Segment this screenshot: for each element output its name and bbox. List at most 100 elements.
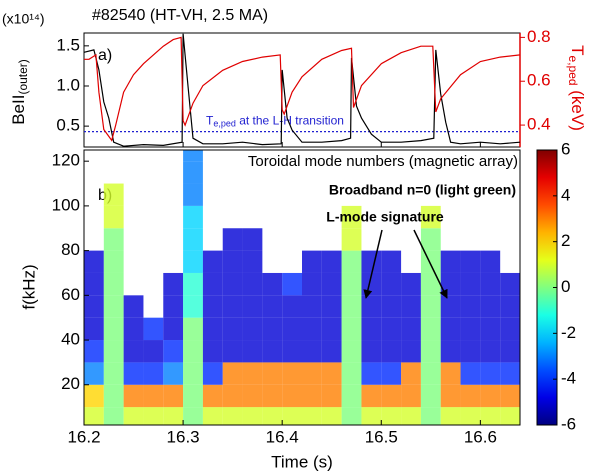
- heatmap-cell: [361, 340, 382, 363]
- heatmap-cell: [440, 250, 461, 273]
- heatmap-cell: [500, 407, 520, 425]
- heatmap-cell: [321, 250, 342, 273]
- heatmap-cell: [381, 384, 402, 408]
- heatmap-cell: [143, 317, 164, 341]
- heatmap-cell: [222, 250, 243, 273]
- heatmap-cell: [242, 362, 263, 385]
- heatmap-cell: [183, 340, 203, 363]
- heatmap-cell: [183, 317, 203, 341]
- heatmap-cell: [262, 340, 283, 363]
- heatmap-cell: [123, 317, 144, 341]
- heatmap-cell: [401, 384, 421, 408]
- heatmap-cell: [420, 250, 441, 273]
- heatmap-cell: [341, 407, 362, 425]
- heatmap-cell: [242, 340, 263, 363]
- heatmap-cell: [321, 407, 342, 425]
- y2-label-unit: (keV): [568, 86, 587, 131]
- heatmap-cell: [341, 317, 362, 341]
- y2-tick-label: 0.4: [527, 115, 551, 134]
- heatmap-cell: [262, 272, 283, 296]
- heatmap-cell: [302, 340, 322, 363]
- colorbar-tick-label: 0: [561, 277, 570, 296]
- y-tick-label: 100: [52, 195, 80, 214]
- y-tick-label: 80: [61, 240, 80, 259]
- heatmap-cell: [420, 228, 441, 251]
- heatmap-cell: [361, 250, 382, 273]
- heatmap-cell: [183, 161, 203, 184]
- reference-label: Te,ped at the L-H transition: [206, 114, 344, 129]
- heatmap-cell: [262, 295, 283, 318]
- heatmap-cell: [163, 317, 184, 341]
- heatmap-cell: [103, 340, 124, 363]
- heatmap-cell: [302, 250, 322, 273]
- heatmap-cell: [381, 407, 402, 425]
- heatmap-cell: [460, 340, 481, 363]
- heatmap-cell: [242, 228, 263, 251]
- heatmap-cell: [163, 407, 184, 425]
- heatmap-cell: [420, 340, 441, 363]
- heatmap-cell: [202, 272, 223, 296]
- y2-label-main: T: [568, 45, 587, 55]
- reference-label-main: T: [206, 114, 214, 128]
- heatmap-cell: [242, 295, 263, 318]
- heatmap-cell: [242, 250, 263, 273]
- y-label-main: BeII: [9, 95, 28, 125]
- heatmap-cell: [500, 340, 520, 363]
- heatmap-cell: [262, 362, 283, 385]
- heatmap-cell: [262, 407, 283, 425]
- heatmap-cell: [242, 272, 263, 296]
- heatmap-cell: [420, 384, 441, 408]
- heatmap-cell: [341, 250, 362, 273]
- heatmap-cell: [143, 340, 164, 363]
- heatmap-cell: [183, 205, 203, 229]
- heatmap-cell: [302, 317, 322, 341]
- heatmap-cell: [222, 340, 243, 363]
- heatmap-cell: [341, 228, 362, 251]
- heatmap-cell: [183, 250, 203, 273]
- plot-frame: [83, 32, 521, 148]
- heatmap-cell: [183, 362, 203, 385]
- heatmap-cell: [103, 295, 124, 318]
- heatmap-cell: [262, 384, 283, 408]
- heatmap-cell: [440, 340, 461, 363]
- heatmap-cell: [302, 407, 322, 425]
- heatmap-cell: [222, 362, 243, 385]
- heatmap-cell: [480, 340, 501, 363]
- heatmap-cell: [103, 250, 124, 273]
- y2-tick-label: 0.8: [527, 27, 551, 46]
- heatmap-cell: [361, 407, 382, 425]
- panel-label: a): [98, 47, 112, 64]
- heatmap-cell: [302, 272, 322, 296]
- heatmap-cell: [381, 295, 402, 318]
- y-tick-label: 20: [61, 374, 80, 393]
- heatmap-cell: [420, 272, 441, 296]
- heatmap-cell: [123, 340, 144, 363]
- heatmap-cell: [500, 317, 520, 341]
- heatmap-cell: [361, 317, 382, 341]
- y-unit: (x10¹⁴): [2, 11, 45, 27]
- heatmap-cell: [222, 384, 243, 408]
- heatmap-cell: [500, 272, 520, 296]
- heatmap-cell: [341, 295, 362, 318]
- x-tick-label: 16.5: [365, 427, 398, 446]
- colorbar-tick-label: -4: [561, 369, 576, 388]
- heatmap-cell: [381, 362, 402, 385]
- heatmap-cell: [381, 272, 402, 296]
- heatmap-cell: [460, 362, 481, 385]
- x-tick-label: 16.2: [67, 427, 100, 446]
- heatmap-cell: [302, 295, 322, 318]
- heatmap-cell: [84, 250, 104, 273]
- y-tick-label: 0.5: [56, 116, 80, 135]
- heatmap-cell: [103, 362, 124, 385]
- arrow: [413, 229, 448, 299]
- series-line: [83, 33, 521, 147]
- heatmap-cell: [282, 317, 302, 341]
- y-tick-label: 120: [52, 151, 80, 170]
- heatmap-cell: [381, 250, 402, 273]
- heatmap-cell: [500, 384, 520, 408]
- heatmap-cell: [480, 317, 501, 341]
- heatmap-cell: [361, 295, 382, 318]
- heatmap-cell: [420, 317, 441, 341]
- heatmap-cell: [282, 362, 302, 385]
- heatmap-cell: [222, 295, 243, 318]
